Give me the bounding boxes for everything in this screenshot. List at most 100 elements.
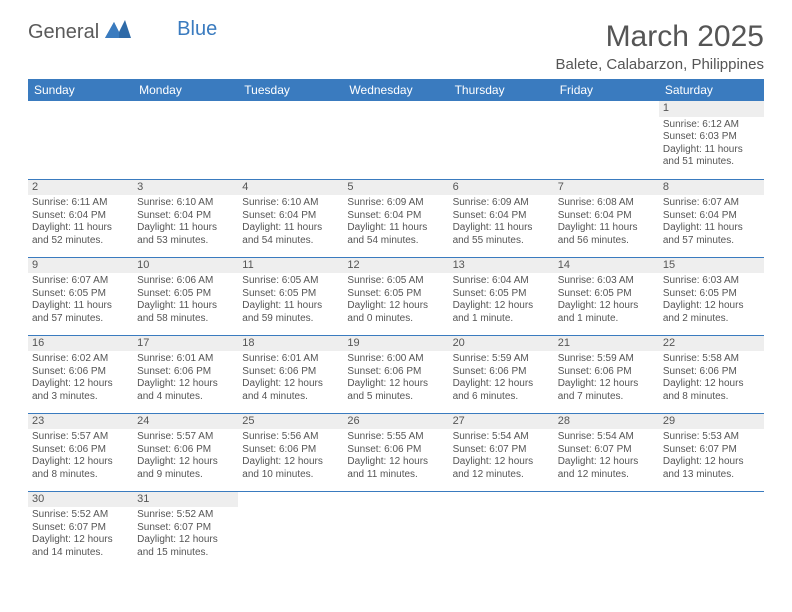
daylight-text: and 52 minutes. <box>32 235 129 248</box>
title-block: March 2025 Balete, Calabarzon, Philippin… <box>556 20 764 73</box>
daylight-text: Daylight: 12 hours <box>242 456 339 469</box>
sunset-text: Sunset: 6:06 PM <box>137 444 234 457</box>
sunset-text: Sunset: 6:04 PM <box>32 210 129 223</box>
daylight-text: Daylight: 12 hours <box>242 378 339 391</box>
sunset-text: Sunset: 6:05 PM <box>558 288 655 301</box>
calendar-cell: 10Sunrise: 6:06 AMSunset: 6:05 PMDayligh… <box>133 257 238 335</box>
sunset-text: Sunset: 6:05 PM <box>347 288 444 301</box>
day-number: 12 <box>343 258 448 274</box>
header: General Blue March 2025 Balete, Calabarz… <box>28 20 764 73</box>
day-number: 16 <box>28 336 133 352</box>
sunrise-text: Sunrise: 6:00 AM <box>347 353 444 366</box>
logo-text-general: General <box>28 21 99 44</box>
sunrise-text: Sunrise: 5:52 AM <box>32 509 129 522</box>
daylight-text: Daylight: 12 hours <box>663 378 760 391</box>
sunset-text: Sunset: 6:06 PM <box>32 444 129 457</box>
calendar-cell: 19Sunrise: 6:00 AMSunset: 6:06 PMDayligh… <box>343 335 448 413</box>
weekday-header: Monday <box>133 79 238 101</box>
sunset-text: Sunset: 6:06 PM <box>453 366 550 379</box>
sunrise-text: Sunrise: 6:07 AM <box>663 197 760 210</box>
daylight-text: Daylight: 12 hours <box>32 456 129 469</box>
daylight-text: Daylight: 12 hours <box>347 300 444 313</box>
daylight-text: Daylight: 11 hours <box>663 144 760 157</box>
calendar-cell: 7Sunrise: 6:08 AMSunset: 6:04 PMDaylight… <box>554 179 659 257</box>
sunrise-text: Sunrise: 6:05 AM <box>347 275 444 288</box>
day-number: 11 <box>238 258 343 274</box>
day-number: 7 <box>554 180 659 196</box>
day-number: 20 <box>449 336 554 352</box>
calendar-cell: 20Sunrise: 5:59 AMSunset: 6:06 PMDayligh… <box>449 335 554 413</box>
day-number: 8 <box>659 180 764 196</box>
day-number: 13 <box>449 258 554 274</box>
daylight-text: and 9 minutes. <box>137 469 234 482</box>
calendar-cell <box>449 491 554 569</box>
weekday-header: Thursday <box>449 79 554 101</box>
day-number: 27 <box>449 414 554 430</box>
daylight-text: and 3 minutes. <box>32 391 129 404</box>
daylight-text: Daylight: 11 hours <box>137 300 234 313</box>
sunset-text: Sunset: 6:04 PM <box>663 210 760 223</box>
daylight-text: and 11 minutes. <box>347 469 444 482</box>
sunrise-text: Sunrise: 6:09 AM <box>347 197 444 210</box>
sunrise-text: Sunrise: 6:04 AM <box>453 275 550 288</box>
day-number: 21 <box>554 336 659 352</box>
sunset-text: Sunset: 6:06 PM <box>242 444 339 457</box>
daylight-text: Daylight: 12 hours <box>558 456 655 469</box>
daylight-text: and 56 minutes. <box>558 235 655 248</box>
calendar-cell: 25Sunrise: 5:56 AMSunset: 6:06 PMDayligh… <box>238 413 343 491</box>
day-number: 9 <box>28 258 133 274</box>
calendar-cell: 26Sunrise: 5:55 AMSunset: 6:06 PMDayligh… <box>343 413 448 491</box>
day-number: 14 <box>554 258 659 274</box>
day-number: 26 <box>343 414 448 430</box>
daylight-text: and 59 minutes. <box>242 313 339 326</box>
daylight-text: Daylight: 11 hours <box>242 222 339 235</box>
sunrise-text: Sunrise: 5:55 AM <box>347 431 444 444</box>
daylight-text: and 7 minutes. <box>558 391 655 404</box>
daylight-text: and 10 minutes. <box>242 469 339 482</box>
sunset-text: Sunset: 6:03 PM <box>663 131 760 144</box>
sunset-text: Sunset: 6:07 PM <box>137 522 234 535</box>
daylight-text: Daylight: 12 hours <box>558 300 655 313</box>
calendar-cell <box>659 491 764 569</box>
calendar-cell: 6Sunrise: 6:09 AMSunset: 6:04 PMDaylight… <box>449 179 554 257</box>
calendar-cell: 15Sunrise: 6:03 AMSunset: 6:05 PMDayligh… <box>659 257 764 335</box>
sunrise-text: Sunrise: 6:07 AM <box>32 275 129 288</box>
daylight-text: Daylight: 12 hours <box>453 300 550 313</box>
day-number: 18 <box>238 336 343 352</box>
sunset-text: Sunset: 6:06 PM <box>347 444 444 457</box>
day-number: 6 <box>449 180 554 196</box>
calendar-cell <box>554 101 659 179</box>
weekday-header: Tuesday <box>238 79 343 101</box>
daylight-text: Daylight: 12 hours <box>347 456 444 469</box>
daylight-text: and 55 minutes. <box>453 235 550 248</box>
sunrise-text: Sunrise: 5:53 AM <box>663 431 760 444</box>
sunrise-text: Sunrise: 6:10 AM <box>242 197 339 210</box>
calendar-cell <box>238 491 343 569</box>
sunrise-text: Sunrise: 5:52 AM <box>137 509 234 522</box>
day-number: 30 <box>28 492 133 508</box>
daylight-text: Daylight: 12 hours <box>663 456 760 469</box>
day-number: 15 <box>659 258 764 274</box>
sunrise-text: Sunrise: 5:54 AM <box>558 431 655 444</box>
daylight-text: and 6 minutes. <box>453 391 550 404</box>
day-number: 24 <box>133 414 238 430</box>
calendar-week: 9Sunrise: 6:07 AMSunset: 6:05 PMDaylight… <box>28 257 764 335</box>
calendar-cell: 30Sunrise: 5:52 AMSunset: 6:07 PMDayligh… <box>28 491 133 569</box>
daylight-text: Daylight: 11 hours <box>663 222 760 235</box>
calendar-cell <box>554 491 659 569</box>
day-number: 31 <box>133 492 238 508</box>
sunset-text: Sunset: 6:05 PM <box>663 288 760 301</box>
sunset-text: Sunset: 6:05 PM <box>137 288 234 301</box>
sunrise-text: Sunrise: 5:59 AM <box>558 353 655 366</box>
weekday-header: Wednesday <box>343 79 448 101</box>
calendar-week: 1Sunrise: 6:12 AMSunset: 6:03 PMDaylight… <box>28 101 764 179</box>
daylight-text: Daylight: 12 hours <box>453 456 550 469</box>
daylight-text: Daylight: 11 hours <box>347 222 444 235</box>
day-number: 5 <box>343 180 448 196</box>
daylight-text: and 2 minutes. <box>663 313 760 326</box>
sunrise-text: Sunrise: 6:03 AM <box>663 275 760 288</box>
sunset-text: Sunset: 6:04 PM <box>453 210 550 223</box>
calendar-body: 1Sunrise: 6:12 AMSunset: 6:03 PMDaylight… <box>28 101 764 569</box>
day-number: 19 <box>343 336 448 352</box>
daylight-text: and 8 minutes. <box>32 469 129 482</box>
